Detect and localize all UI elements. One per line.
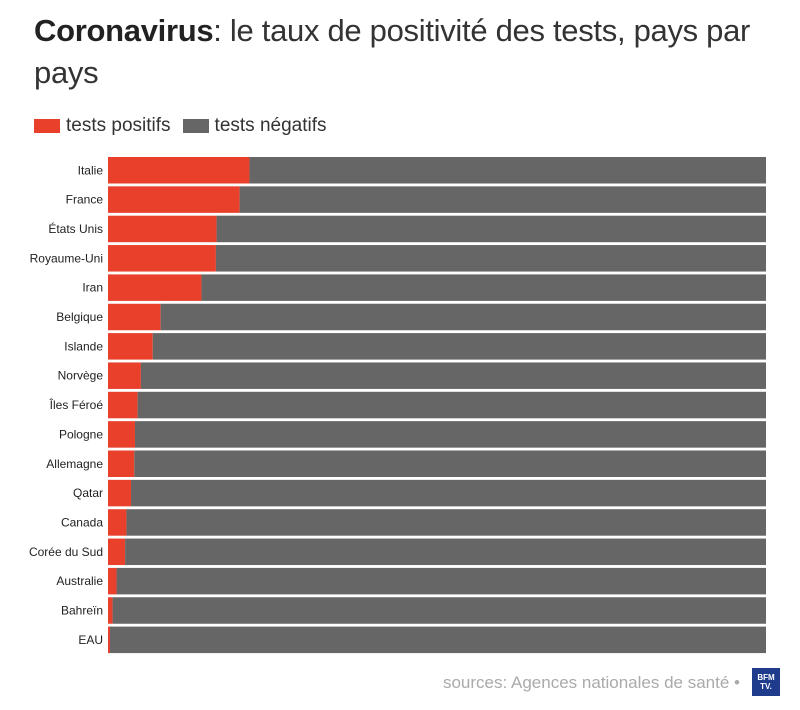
bar-tests-negatifs-iles-feroe bbox=[137, 391, 767, 419]
bar-tests-positifs-italie bbox=[108, 157, 250, 184]
legend-label-negative: tests négatifs bbox=[214, 115, 327, 136]
category-label-bahrein: Bahreïn bbox=[61, 604, 103, 618]
bar-tests-negatifs-royaume-uni bbox=[215, 245, 767, 272]
category-label-canada: Canada bbox=[61, 515, 103, 529]
legend-item-negative: tests négatifs bbox=[182, 115, 327, 137]
bar-tests-negatifs-allemagne bbox=[134, 450, 766, 477]
category-label-allemagne: Allemagne bbox=[46, 457, 103, 471]
chart-title-bold: Coronavirus bbox=[34, 13, 214, 48]
legend-label-positive: tests positifs bbox=[66, 115, 171, 136]
bar-tests-negatifs-qatar bbox=[131, 479, 766, 507]
bar-tests-negatifs-islande bbox=[152, 333, 766, 360]
legend-swatch-positive bbox=[34, 119, 60, 133]
bar-tests-positifs-islande bbox=[108, 333, 153, 360]
bar-tests-positifs-iles-feroe bbox=[108, 391, 138, 419]
bar-tests-negatifs-eau bbox=[109, 626, 766, 654]
category-label-royaume-uni: Royaume-Uni bbox=[30, 251, 103, 265]
bar-tests-positifs-belgique bbox=[108, 303, 161, 331]
bar-tests-negatifs-bahrein bbox=[112, 597, 766, 624]
bar-tests-positifs-pologne bbox=[108, 421, 135, 448]
legend-item-positive: tests positifs bbox=[34, 115, 171, 137]
bfmtv-logo-text: BFM TV. bbox=[757, 673, 775, 691]
bar-tests-positifs-canada bbox=[108, 509, 127, 536]
bar-tests-negatifs-canada bbox=[126, 509, 766, 536]
bar-tests-negatifs-france bbox=[239, 186, 767, 213]
category-label-france: France bbox=[66, 193, 104, 207]
category-label-iles-feroe: Îles Féroé bbox=[49, 397, 104, 412]
bar-tests-positifs-coree-du-sud bbox=[108, 538, 126, 566]
category-label-italie: Italie bbox=[78, 163, 104, 177]
bar-tests-negatifs-pologne bbox=[134, 421, 766, 448]
bar-tests-positifs-allemagne bbox=[108, 450, 135, 477]
bar-tests-positifs-australie bbox=[108, 567, 117, 595]
source-note: sources: Agences nationales de santé • bbox=[442, 673, 740, 692]
chart-title: Coronavirus: le taux de positivité des t… bbox=[34, 10, 774, 94]
category-label-qatar: Qatar bbox=[73, 486, 103, 500]
bar-tests-positifs-bahrein bbox=[108, 597, 113, 624]
bar-tests-positifs-eau bbox=[108, 626, 110, 654]
bar-tests-negatifs-belgique bbox=[160, 303, 766, 331]
bar-tests-negatifs-australie bbox=[116, 567, 766, 595]
bar-tests-positifs-iran bbox=[108, 274, 202, 301]
bar-tests-positifs-norvege bbox=[108, 362, 141, 389]
bar-tests-negatifs-iran bbox=[201, 274, 766, 301]
legend-swatch-negative bbox=[182, 119, 209, 133]
category-label-coree-du-sud: Corée du Sud bbox=[29, 545, 103, 559]
bar-chart: Italie France États Unis Royaume-Uni Iran Bel… bbox=[29, 157, 767, 654]
category-label-eau: EAU bbox=[78, 633, 103, 647]
category-label-iran: Iran bbox=[82, 281, 103, 295]
category-label-norvege: Norvège bbox=[58, 369, 104, 383]
category-label-australie: Australie bbox=[56, 574, 103, 588]
category-label-belgique: Belgique bbox=[56, 310, 103, 324]
legend: tests positifs tests négatifs bbox=[34, 115, 339, 137]
category-label-islande: Islande bbox=[64, 339, 103, 353]
chart-title-rest: : le taux de positivité des tests, pays … bbox=[34, 13, 751, 90]
bar-tests-negatifs-norvege bbox=[140, 362, 766, 389]
bar-tests-negatifs-italie bbox=[249, 157, 767, 184]
bar-tests-negatifs-coree-du-sud bbox=[125, 538, 766, 566]
bar-tests-positifs-etats-unis bbox=[108, 215, 217, 243]
bar-tests-positifs-qatar bbox=[108, 479, 132, 507]
category-label-pologne: Pologne bbox=[59, 427, 103, 441]
bar-tests-positifs-royaume-uni bbox=[108, 245, 216, 272]
bar-tests-positifs-france bbox=[108, 186, 240, 213]
category-label-etats-unis: États Unis bbox=[48, 221, 103, 236]
bfmtv-logo: BFM TV. bbox=[752, 668, 780, 696]
bar-tests-negatifs-etats-unis bbox=[216, 215, 766, 243]
